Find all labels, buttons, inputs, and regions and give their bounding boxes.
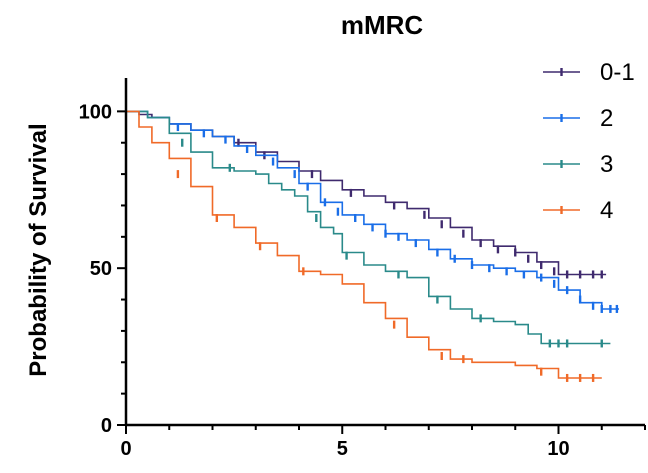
x-tick-label: 5	[337, 438, 348, 460]
series-2	[126, 110, 619, 313]
legend-label: 4	[600, 197, 613, 224]
legend-item-0-1: 0-1	[543, 59, 635, 86]
series-3	[126, 110, 611, 348]
y-axis-label: Probability of Survival	[25, 123, 52, 376]
y-tick-label: 50	[90, 258, 112, 280]
legend-item-2: 2	[543, 105, 613, 132]
legend-item-3: 3	[543, 151, 613, 178]
chart-title: mMRC	[341, 10, 424, 40]
legend-label: 3	[600, 151, 613, 178]
series-4	[126, 110, 602, 382]
x-tick-label: 0	[120, 438, 131, 460]
series-layer	[126, 110, 619, 382]
legend-label: 0-1	[600, 59, 635, 86]
series-0-1	[126, 110, 607, 279]
axes-layer: 0 50 100 0 5 10	[79, 78, 646, 460]
y-tick-label: 100	[79, 101, 112, 123]
y-tick-label: 0	[101, 415, 112, 437]
series-line-4	[126, 110, 602, 379]
legend-item-4: 4	[543, 197, 613, 224]
series-line-2	[126, 110, 619, 310]
legend: 0-1 2 3 4	[543, 59, 635, 224]
series-line-3	[126, 110, 611, 345]
series-line-0-1	[126, 110, 607, 276]
legend-label: 2	[600, 105, 613, 132]
x-tick-label: 10	[547, 438, 569, 460]
